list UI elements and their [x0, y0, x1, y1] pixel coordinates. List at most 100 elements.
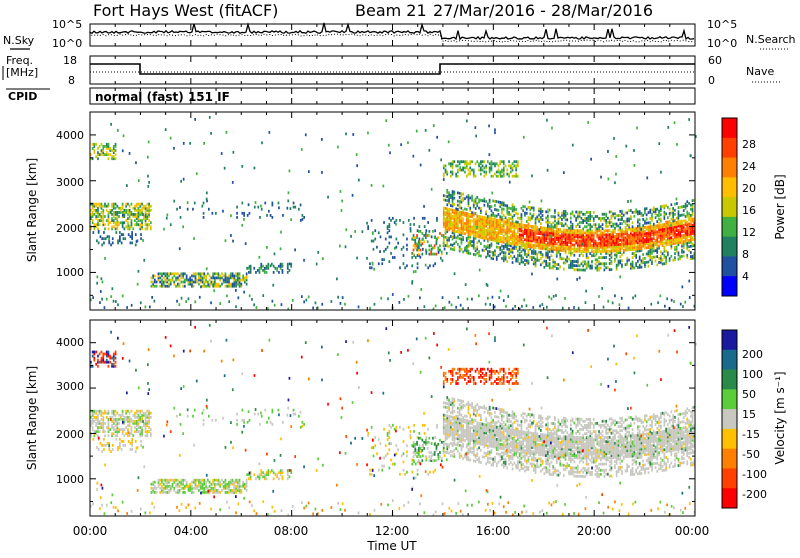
velocity-echo-cell [163, 487, 165, 490]
power-echo-cell [452, 209, 454, 212]
power-echo-cell [600, 217, 602, 220]
power-echo-cell [115, 211, 117, 214]
power-echo-cell [683, 255, 685, 258]
power-echo-cell [135, 161, 137, 164]
power-echo-cell [674, 252, 676, 255]
velocity-echo-cell [128, 440, 130, 443]
velocity-echo-cell [459, 444, 461, 447]
power-echo-cell [494, 214, 496, 217]
power-echo-cell [524, 259, 526, 262]
power-echo-cell [450, 194, 452, 197]
power-echo-cell [611, 211, 613, 214]
power-echo-cell [635, 246, 637, 249]
power-echo-cell [457, 160, 459, 163]
power-echo-cell [507, 295, 509, 298]
power-echo-cell [130, 235, 132, 238]
power-echo-cell [459, 237, 461, 240]
power-echo-cell [542, 214, 544, 217]
power-echo-cell [632, 256, 634, 259]
power-echo-cell [646, 222, 648, 225]
velocity-echo-cell [261, 415, 263, 418]
power-echo-cell [478, 207, 480, 210]
velocity-echo-cell [214, 483, 216, 486]
power-echo-cell [559, 253, 561, 256]
power-echo-cell [340, 302, 342, 305]
power-echo-cell [471, 220, 473, 223]
power-echo-cell [122, 211, 124, 214]
velocity-echo-cell [369, 473, 371, 476]
power-echo-cell [674, 121, 676, 124]
power-echo-cell [626, 212, 628, 215]
power-echo-cell [510, 255, 512, 258]
power-echo-cell [600, 225, 602, 228]
power-echo-cell [494, 249, 496, 252]
power-echo-cell [161, 279, 163, 282]
power-echo-cell [609, 268, 611, 271]
velocity-echo-cell [104, 422, 106, 425]
power-echo-cell [535, 217, 537, 220]
power-echo-cell [165, 279, 167, 282]
velocity-echo-cell [108, 434, 110, 437]
power-echo-cell [619, 243, 621, 246]
velocity-echo-cell [97, 434, 99, 437]
velocity-echo-cell [289, 475, 291, 478]
velocity-echo-cell [115, 418, 117, 421]
power-echo-cell [500, 175, 502, 178]
power-echo-cell [129, 209, 131, 212]
power-echo-cell [683, 213, 685, 216]
velocity-echo-cell [448, 452, 450, 455]
power-echo-cell [406, 248, 408, 251]
nsearch-label: N.Search [746, 33, 796, 46]
velocity-echo-cell [188, 485, 190, 488]
power-echo-cell [524, 238, 526, 241]
power-echo-cell [413, 244, 415, 247]
power-echo-cell [496, 219, 498, 222]
power-echo-cell [519, 223, 521, 226]
power-echo-cell [658, 257, 660, 260]
power-echo-cell [342, 296, 344, 299]
velocity-echo-cell [445, 443, 447, 446]
power-echo-cell [293, 206, 295, 209]
power-echo-cell [634, 267, 636, 270]
power-echo-cell [432, 247, 434, 250]
power-echo-cell [689, 296, 691, 299]
velocity-echo-cell [104, 353, 106, 356]
power-echo-cell [452, 190, 454, 193]
power-echo-cell [591, 225, 593, 228]
velocity-echo-cell [262, 471, 264, 474]
velocity-echo-cell [130, 448, 132, 451]
power-echo-cell [150, 225, 152, 228]
power-echo-cell [480, 167, 482, 170]
velocity-echo-cell [454, 453, 456, 456]
power-echo-cell [512, 216, 514, 219]
power-echo-cell [163, 281, 165, 284]
velocity-echo-cell [293, 413, 295, 416]
velocity-echo-cell [266, 421, 268, 424]
power-echo-cell [99, 223, 101, 226]
power-echo-cell [117, 239, 119, 242]
velocity-echo-cell [450, 442, 452, 445]
power-echo-cell [574, 254, 576, 257]
velocity-echo-cell [103, 438, 105, 441]
power-echo-cell [303, 259, 305, 262]
power-echo-cell [448, 191, 450, 194]
velocity-echo-cell [172, 479, 174, 482]
velocity-echo-cell [95, 363, 97, 366]
power-echo-cell [667, 126, 669, 129]
power-echo-cell [191, 279, 193, 282]
power-echo-cell [396, 238, 398, 241]
power-echo-cell [480, 173, 482, 176]
velocity-echo-cell [432, 459, 434, 462]
power-echo-cell [205, 285, 207, 288]
power-echo-cell [450, 175, 452, 178]
power-echo-cell [275, 267, 277, 270]
power-echo-cell [478, 199, 480, 202]
power-echo-cell [183, 178, 185, 181]
power-echo-cell [538, 208, 540, 211]
power-echo-cell [113, 155, 115, 158]
power-echo-cell [487, 297, 489, 300]
power-echo-cell [242, 202, 244, 205]
power-echo-cell [593, 223, 595, 226]
power-echo-cell [487, 284, 489, 287]
power-echo-cell [510, 234, 512, 237]
